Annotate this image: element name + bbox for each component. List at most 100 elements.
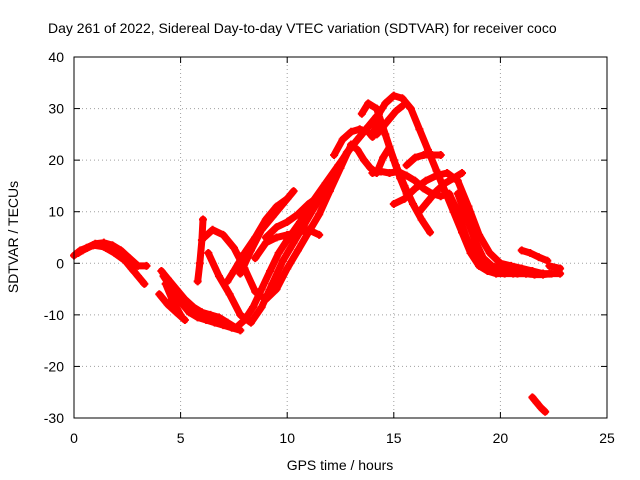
data-point-marker — [385, 169, 394, 178]
y-tick-labels: -30 -20 -10 0 10 20 30 40 — [44, 49, 64, 426]
data-point-marker — [332, 166, 341, 175]
data-point-marker — [310, 202, 319, 211]
data-point-marker — [110, 248, 119, 257]
data-point-marker — [440, 187, 449, 196]
data-point-marker — [268, 212, 277, 221]
data-point-marker — [398, 94, 407, 103]
data-point-marker — [283, 194, 292, 203]
data-point-marker — [82, 243, 91, 252]
data-point-marker — [240, 316, 249, 325]
data-point-marker — [214, 313, 223, 322]
data-point-marker — [208, 225, 217, 234]
data-point-marker — [159, 272, 168, 281]
data-point-marker — [381, 130, 390, 139]
data-point-marker — [157, 267, 166, 276]
data-point-marker — [453, 189, 462, 198]
data-point-marker — [342, 148, 351, 157]
data-point-marker — [421, 176, 430, 185]
data-point-marker — [402, 171, 411, 180]
data-point-marker — [368, 169, 377, 178]
data-point-marker — [379, 122, 388, 131]
data-point-marker — [543, 256, 552, 265]
data-point-marker — [142, 261, 151, 270]
data-point-marker — [372, 130, 381, 139]
data-point-marker — [545, 261, 554, 270]
data-point-marker — [278, 199, 287, 208]
data-point-marker — [197, 308, 206, 317]
data-point-marker — [249, 303, 258, 312]
data-point-marker — [229, 243, 238, 252]
data-point-marker — [402, 189, 411, 198]
data-point-marker — [492, 269, 501, 278]
data-point-marker — [443, 169, 452, 178]
data-point-marker — [391, 161, 400, 170]
x-tick-label: 25 — [599, 430, 615, 446]
data-point-marker — [426, 228, 435, 237]
x-tick-label: 10 — [279, 430, 295, 446]
data-point-marker — [539, 270, 548, 279]
data-point-marker — [155, 290, 164, 299]
data-point-marker — [266, 267, 275, 276]
data-point-marker — [236, 269, 245, 278]
data-point-marker — [308, 197, 317, 206]
data-point-marker — [304, 199, 313, 208]
data-point-marker — [408, 199, 417, 208]
data-point-marker — [513, 268, 522, 277]
data-point-marker — [406, 104, 415, 113]
data-point-marker — [462, 233, 471, 242]
data-point-marker — [214, 272, 223, 281]
data-point-marker — [436, 150, 445, 159]
data-markers — [70, 91, 565, 416]
data-point-marker — [108, 241, 117, 250]
data-point-marker — [385, 143, 394, 152]
data-point-marker — [458, 228, 467, 237]
data-point-marker — [272, 233, 281, 242]
data-point-marker — [374, 109, 383, 118]
data-point-marker — [206, 310, 215, 319]
y-tick-label: 20 — [48, 152, 64, 168]
data-point-marker — [536, 403, 545, 412]
data-point-marker — [521, 269, 530, 278]
data-point-marker — [289, 187, 298, 196]
data-point-marker — [432, 171, 441, 180]
x-tick-label: 15 — [386, 430, 402, 446]
data-point-marker — [377, 167, 386, 176]
data-point-marker — [400, 181, 409, 190]
data-point-marker — [507, 261, 516, 270]
data-point-marker — [176, 310, 185, 319]
data-point-marker — [364, 127, 373, 136]
data-point-marker — [517, 264, 526, 273]
data-point-marker — [315, 230, 324, 239]
data-point-marker — [453, 176, 462, 185]
data-point-marker — [353, 145, 362, 154]
data-point-marker — [89, 241, 98, 250]
data-point-marker — [379, 153, 388, 162]
data-point-marker — [295, 218, 304, 227]
data-point-marker — [415, 125, 424, 134]
data-point-marker — [394, 167, 403, 176]
x-tick-label: 0 — [70, 430, 78, 446]
series-arc-16 — [347, 141, 434, 236]
data-point-marker — [389, 91, 398, 100]
data-point-marker — [176, 297, 185, 306]
data-point-marker — [251, 287, 260, 296]
data-point-marker — [419, 184, 428, 193]
data-point-marker — [389, 199, 398, 208]
data-point-marker — [121, 256, 130, 265]
y-tick-label: 0 — [56, 255, 64, 271]
data-point-marker — [116, 246, 125, 255]
data-point-marker — [223, 318, 232, 327]
data-point-marker — [180, 316, 189, 325]
data-point-marker — [357, 109, 366, 118]
y-axis-label: SDTVAR / TECUs — [5, 181, 21, 293]
data-point-marker — [163, 274, 172, 283]
data-point-marker — [556, 264, 565, 273]
grid-lines — [74, 57, 607, 418]
y-tick-label: -30 — [44, 410, 64, 426]
data-point-marker — [315, 210, 324, 219]
data-point-marker — [479, 261, 488, 270]
data-point-marker — [185, 308, 194, 317]
data-point-marker — [338, 135, 347, 144]
data-point-marker — [133, 261, 142, 270]
